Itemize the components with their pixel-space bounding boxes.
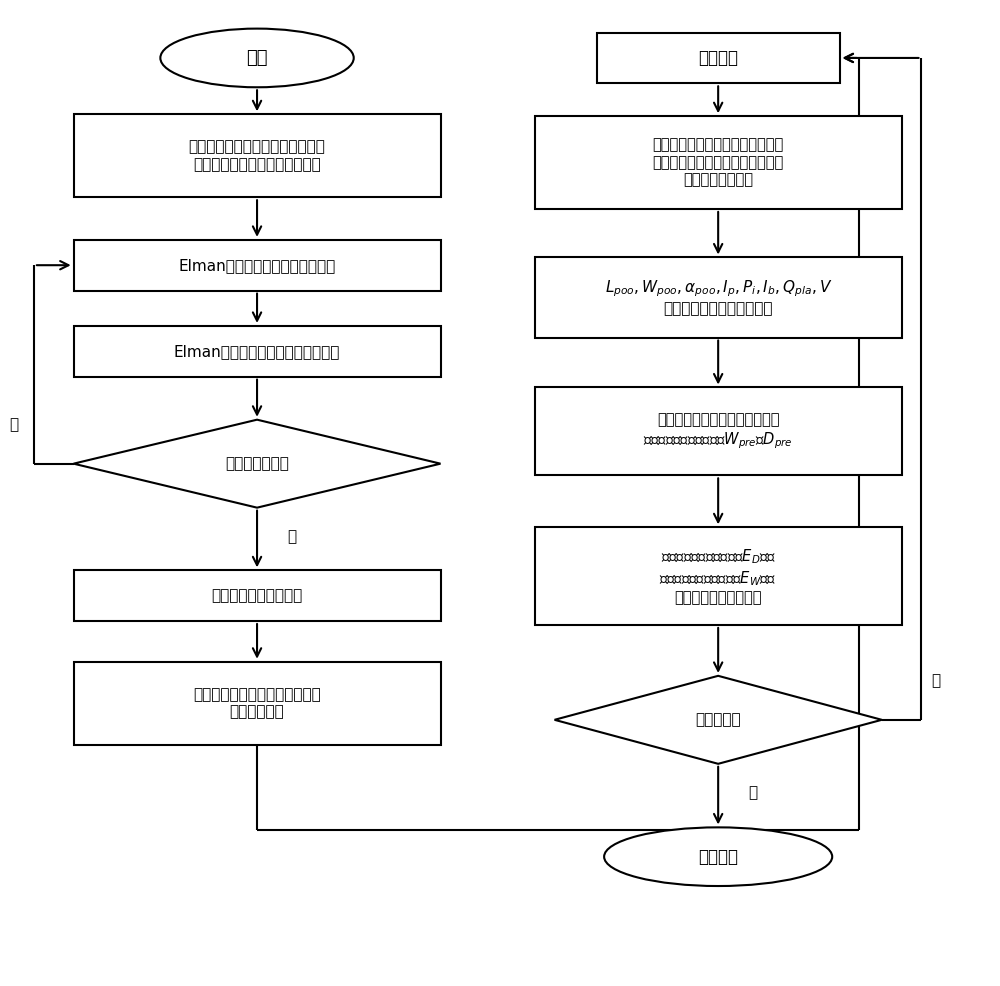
FancyBboxPatch shape — [74, 325, 441, 377]
Text: 是: 是 — [748, 786, 757, 801]
FancyBboxPatch shape — [74, 240, 441, 291]
FancyBboxPatch shape — [535, 528, 902, 625]
FancyBboxPatch shape — [535, 257, 902, 337]
Ellipse shape — [604, 827, 832, 886]
Text: 停止焊接？: 停止焊接？ — [695, 712, 741, 728]
FancyBboxPatch shape — [535, 387, 902, 475]
Text: 微束等离子焊接电源根据$E_D$在线
调整等离子气流量；根据$E_W$在线
调整主弧电流脉冲宽度: 微束等离子焊接电源根据$E_D$在线 调整等离子气流量；根据$E_W$在线 调整… — [659, 547, 777, 604]
Text: 确立焊菇成形预测模型: 确立焊菇成形预测模型 — [211, 589, 303, 603]
Polygon shape — [74, 420, 441, 508]
Polygon shape — [555, 675, 882, 764]
Text: 否: 否 — [931, 673, 941, 688]
Text: 焊接结束: 焊接结束 — [698, 848, 738, 866]
Text: 否: 否 — [10, 417, 19, 432]
Text: Elman动态递归神经网络离线训练: Elman动态递归神经网络离线训练 — [178, 257, 336, 273]
Text: Elman动态递归神经网络验证与修正: Elman动态递归神经网络验证与修正 — [174, 344, 340, 359]
FancyBboxPatch shape — [535, 116, 902, 209]
Ellipse shape — [160, 29, 354, 88]
Text: 开展薄壁端接接头脉冲微束等离子
焊接试验，试验数据归一化处理: 开展薄壁端接接头脉冲微束等离子 焊接试验，试验数据归一化处理 — [189, 139, 325, 172]
FancyBboxPatch shape — [74, 570, 441, 621]
FancyBboxPatch shape — [74, 114, 441, 197]
Text: 满足精度要求？: 满足精度要求？ — [225, 457, 289, 471]
FancyBboxPatch shape — [597, 33, 840, 84]
Text: 开始焊接: 开始焊接 — [698, 49, 738, 67]
Text: 开始: 开始 — [246, 49, 268, 67]
Text: 是: 是 — [287, 529, 296, 544]
Text: $L_{poo},W_{poo},\alpha_{poo},I_p,P_i,I_b,Q_{pla},V$
的当前时刻及历史时刻数据: $L_{poo},W_{poo},\alpha_{poo},I_p,P_i,I_… — [605, 278, 832, 317]
Text: 设定焊接工艺参数初始值、焊菇
成形期望指标: 设定焊接工艺参数初始值、焊菇 成形期望指标 — [193, 687, 321, 720]
FancyBboxPatch shape — [74, 662, 441, 744]
Text: 熔池正面图像采集与熔池形态特征
参数提取；焊接过程多参量信号同
步采集与信号处理: 熔池正面图像采集与熔池形态特征 参数提取；焊接过程多参量信号同 步采集与信号处理 — [653, 138, 784, 187]
Text: 基于焊菇成形预测模型预测下一
时刻的焊菇成形预测数据$W_{pre}$和$D_{pre}$: 基于焊菇成形预测模型预测下一 时刻的焊菇成形预测数据$W_{pre}$和$D_{… — [643, 412, 793, 451]
